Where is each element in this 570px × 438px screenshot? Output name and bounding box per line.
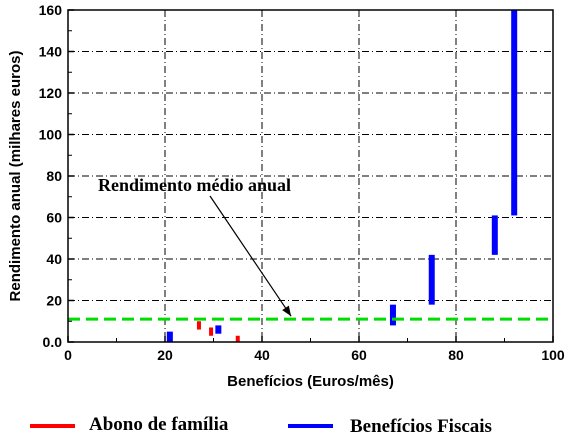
y-tick-label-0: 0.0 xyxy=(43,334,63,350)
legend: Abono de família Benefícios Fiscais xyxy=(30,414,492,437)
x-axis-label: Benefícios (Euros/mês) xyxy=(227,373,394,390)
legend-label-abono: Abono de família xyxy=(89,414,229,435)
x-tick-label-2: 40 xyxy=(254,347,270,363)
annotation-arrow xyxy=(209,195,292,317)
x-tick-label-4: 80 xyxy=(448,347,464,363)
bar-beneficios-3 xyxy=(428,254,435,305)
bar-beneficios-2 xyxy=(389,304,396,326)
bar-beneficios-4 xyxy=(491,215,498,255)
y-tick-label-8: 160 xyxy=(39,2,63,18)
bar-abono-1 xyxy=(209,327,214,336)
annotation-arrowhead xyxy=(282,305,292,317)
y-tick-label-7: 140 xyxy=(39,44,63,60)
legend-label-beneficios: Benefícios Fiscais xyxy=(350,416,492,437)
grid-lines xyxy=(68,10,553,342)
annotation: Rendimento médio anual xyxy=(98,175,292,317)
bar-beneficios-5 xyxy=(511,10,518,216)
y-tick-label-6: 120 xyxy=(39,85,63,101)
bars xyxy=(166,10,518,342)
x-tick-label-0: 0 xyxy=(64,347,72,363)
y-tick-label-3: 60 xyxy=(46,210,62,226)
bar-abono-2 xyxy=(235,335,240,342)
y-axis-label: Rendimento anual (milhares euros) xyxy=(7,51,24,302)
y-tick-label-4: 80 xyxy=(46,168,62,184)
y-tick-label-2: 40 xyxy=(46,251,62,267)
y-tick-label-5: 100 xyxy=(39,127,63,143)
x-tick-label-1: 20 xyxy=(157,347,173,363)
bar-beneficios-1 xyxy=(215,325,222,334)
bar-beneficios-0 xyxy=(166,331,173,342)
x-tick-label-3: 60 xyxy=(351,347,367,363)
annotation-text: Rendimento médio anual xyxy=(98,175,291,195)
y-tick-label-1: 20 xyxy=(46,293,62,309)
x-tick-label-5: 100 xyxy=(541,347,565,363)
bar-abono-0 xyxy=(196,321,201,330)
axis-ticks: 0 20 40 60 80 100 0.0 20 40 60 80 100 120 140 160 xyxy=(39,2,565,363)
